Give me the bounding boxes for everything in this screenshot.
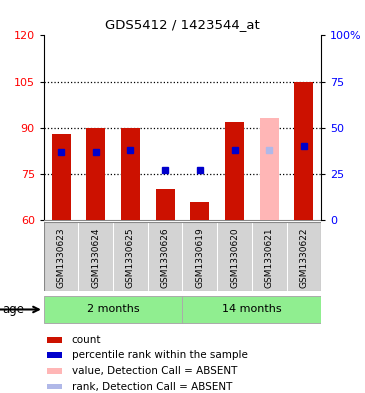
Bar	[225, 121, 244, 220]
Text: GSM1330623: GSM1330623	[57, 228, 66, 288]
Bar	[155, 189, 175, 220]
Text: count: count	[72, 335, 101, 345]
Text: GSM1330621: GSM1330621	[265, 228, 274, 288]
Text: percentile rank within the sample: percentile rank within the sample	[72, 351, 247, 360]
Text: 2 months: 2 months	[87, 305, 139, 314]
Bar	[121, 128, 140, 220]
Text: age: age	[2, 303, 24, 316]
Text: rank, Detection Call = ABSENT: rank, Detection Call = ABSENT	[72, 382, 232, 391]
Text: GSM1330620: GSM1330620	[230, 228, 239, 288]
Text: GSM1330625: GSM1330625	[126, 228, 135, 288]
Bar	[190, 202, 210, 220]
Bar	[86, 128, 105, 220]
Bar	[148, 222, 182, 291]
Bar	[47, 384, 62, 389]
Text: 14 months: 14 months	[222, 305, 282, 314]
Bar	[78, 222, 113, 291]
Text: GSM1330622: GSM1330622	[299, 228, 308, 288]
Bar	[287, 222, 321, 291]
Bar	[217, 222, 252, 291]
Bar	[47, 353, 62, 358]
Bar	[113, 222, 148, 291]
Bar	[182, 222, 217, 291]
Bar	[51, 134, 71, 220]
Bar	[260, 119, 279, 220]
Text: GDS5412 / 1423544_at: GDS5412 / 1423544_at	[105, 18, 260, 31]
Bar	[47, 368, 62, 374]
Bar	[294, 82, 314, 220]
Bar	[44, 222, 78, 291]
Text: GSM1330619: GSM1330619	[195, 228, 204, 288]
Text: value, Detection Call = ABSENT: value, Detection Call = ABSENT	[72, 366, 237, 376]
Bar	[44, 296, 182, 323]
Text: GSM1330626: GSM1330626	[161, 228, 170, 288]
Bar	[182, 296, 321, 323]
Bar	[47, 337, 62, 343]
Bar	[252, 222, 287, 291]
Text: GSM1330624: GSM1330624	[91, 228, 100, 288]
